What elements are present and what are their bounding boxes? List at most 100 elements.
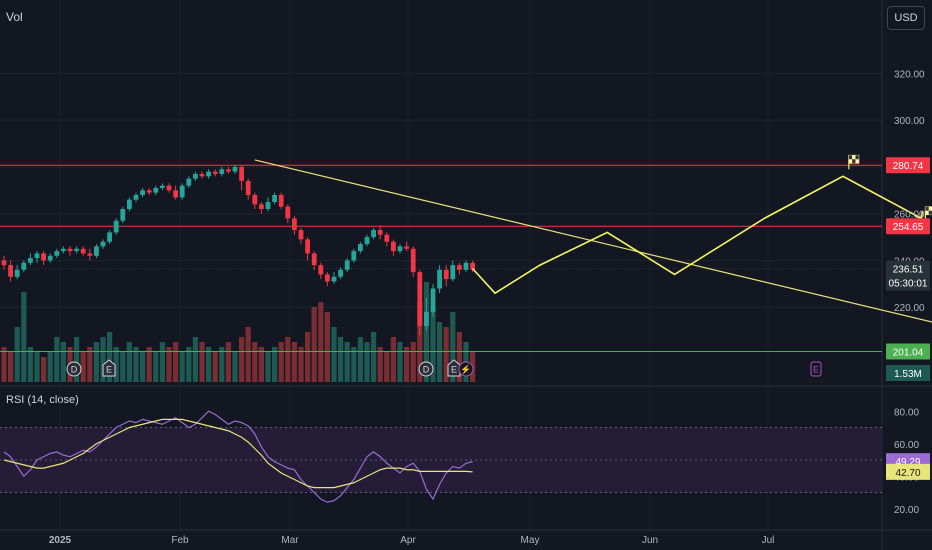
volume-bar xyxy=(87,347,93,382)
volume-bar xyxy=(417,302,423,382)
candle-body xyxy=(404,246,409,249)
volume-bar xyxy=(265,352,271,382)
volume-tag xyxy=(886,365,930,381)
volume-bar xyxy=(351,347,357,382)
candle-body xyxy=(259,204,264,210)
candle-body xyxy=(298,230,304,240)
candle-body xyxy=(272,194,277,203)
price-tick-label: 300.00 xyxy=(894,116,925,127)
volume-bar xyxy=(212,352,218,382)
candle-body xyxy=(377,230,383,235)
candle-body xyxy=(21,262,27,270)
event-markers: D E D E E⚡ xyxy=(66,359,822,377)
candle-body xyxy=(358,244,363,252)
candle-body xyxy=(166,185,172,191)
volume-bar xyxy=(331,327,337,382)
rsi-tick-label: 20.00 xyxy=(894,505,919,516)
volume-bar xyxy=(232,352,238,382)
candle-body xyxy=(14,269,20,277)
candle-body xyxy=(212,171,218,174)
volume-bar xyxy=(47,352,53,382)
volume-bar xyxy=(8,352,14,382)
flag-check xyxy=(855,155,859,160)
candle-body xyxy=(67,248,73,252)
candle-body xyxy=(318,265,324,275)
volume-bar xyxy=(1,347,7,382)
volume-bar xyxy=(34,352,40,382)
candle-body xyxy=(219,169,225,174)
price-level-value: 254.65 xyxy=(893,222,924,233)
candle-body xyxy=(61,248,66,252)
volume-bar xyxy=(113,347,119,382)
time-tick-label: Mar xyxy=(281,535,299,546)
price-level-value: 201.04 xyxy=(893,348,924,359)
volume-bar xyxy=(371,332,377,382)
volume-bar xyxy=(384,352,390,382)
candle-body xyxy=(344,260,350,270)
event-marker-label: E xyxy=(813,365,819,375)
candle-body xyxy=(437,269,442,289)
candle-body xyxy=(371,230,376,238)
rsi-ma-value: 42.70 xyxy=(895,468,920,479)
volume-bar xyxy=(153,352,159,382)
rsi-line xyxy=(3,410,473,503)
event-marker-label: D xyxy=(71,365,78,375)
candle-body xyxy=(245,180,251,195)
price-tick-label: 260.00 xyxy=(894,210,925,221)
volume-bar xyxy=(206,347,212,382)
candle-body xyxy=(430,288,436,312)
candle-body xyxy=(153,187,159,193)
volume-bar xyxy=(225,342,231,382)
currency-button[interactable]: USD xyxy=(887,6,925,30)
volume-value: 1.53M xyxy=(894,369,922,380)
candle-body xyxy=(133,194,139,200)
candle-body xyxy=(47,255,53,261)
candle-body xyxy=(265,202,271,210)
volume-bar xyxy=(126,342,132,382)
volume-bar xyxy=(173,342,179,382)
candle-body xyxy=(199,173,205,177)
volume-bar xyxy=(54,337,60,382)
downtrend-line xyxy=(254,159,932,323)
volume-bar xyxy=(80,352,86,382)
volume-bar xyxy=(397,342,403,382)
candle-body xyxy=(384,234,390,242)
price-level-tag xyxy=(886,218,930,235)
volume-bar xyxy=(21,292,27,382)
volume-bar xyxy=(100,337,106,382)
price-tick-label: 220.00 xyxy=(894,303,925,314)
volume-bar xyxy=(239,337,245,382)
trendline xyxy=(254,159,932,323)
volume-bar xyxy=(159,342,165,382)
candle-body xyxy=(140,190,145,195)
rsi-lines xyxy=(3,410,473,503)
rsi-ma-tag xyxy=(886,463,930,480)
volume-bar xyxy=(344,342,350,382)
volume-bar xyxy=(41,357,47,382)
price-level-tag xyxy=(886,343,930,360)
target-flags xyxy=(848,154,932,221)
volume-bar xyxy=(146,347,152,382)
candle-body xyxy=(457,265,462,270)
time-axis: 2025 Feb Mar Apr May Jun Jul xyxy=(49,535,775,546)
flag-check xyxy=(925,206,929,211)
candle-body xyxy=(391,241,396,252)
price-level-tag xyxy=(886,260,930,291)
candle-body xyxy=(28,258,33,263)
candle-body xyxy=(186,178,192,186)
volume-bar xyxy=(357,337,363,382)
volume-bar xyxy=(450,312,456,382)
flag-check xyxy=(848,155,853,160)
time-tick-label: Jul xyxy=(762,535,775,546)
candle-body xyxy=(80,248,86,254)
candle-body xyxy=(305,239,310,254)
candlesticks xyxy=(1,164,475,336)
volume-bar xyxy=(377,347,383,382)
projection-path xyxy=(472,175,924,295)
candle-body xyxy=(34,253,40,259)
volume-bar xyxy=(272,347,278,382)
earnings-marker-shape xyxy=(447,359,461,377)
volume-bar xyxy=(324,312,330,382)
volume-bar xyxy=(258,347,264,382)
